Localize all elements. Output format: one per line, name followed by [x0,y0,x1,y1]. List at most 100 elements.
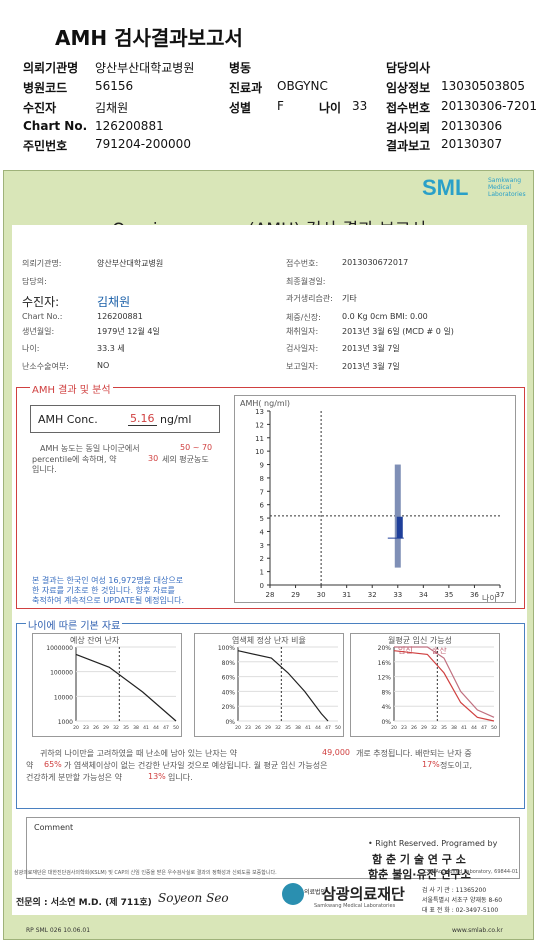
summary-value: 65% [44,760,62,769]
institute-2: 함춘 불임·유전 연구소 [368,868,471,881]
right-reserved: • Right Reserved. Programed by [368,839,498,848]
x-tick-label: 20 [235,725,241,731]
info-label: 수진자: [22,295,60,309]
x-tick-label: 29 [265,725,271,731]
mini-chart-frame [194,633,344,737]
y-tick-label: 3 [260,542,264,550]
x-tick-label: 23 [245,725,251,731]
x-tick-label: 32 [113,725,119,731]
summary-text: 약 [26,761,34,770]
iqr-box [396,516,403,539]
foundation-name: 삼광의료재단 [322,885,405,903]
x-tick-label: 29 [103,725,109,731]
cap-text: CAP Accredited Laboratory, 69844-01 [424,869,519,875]
summary-text: 정도이고, [440,761,472,770]
y-tick-label: 0% [381,719,391,726]
whisker-bar [394,464,401,568]
amh-section [16,387,525,609]
info-value: 126200881 [97,312,143,321]
y-tick-label: 4 [260,528,265,536]
amh-text: AMH 농도는 동일 나이군에서 [40,444,140,453]
y-tick-label: 100% [218,645,235,652]
x-tick-label: 41 [305,725,311,731]
amh-conc-box [30,405,220,433]
info-label: 검사일자: [286,344,319,353]
x-tick-label: 44 [315,725,321,731]
sml-logo: SML Samkwang Medical Laboratories [422,175,526,201]
amh-text: percentile에 속하며, 약 [32,455,117,464]
amh-conc-value: 5.16 [128,412,157,426]
x-tick-label: 23 [83,725,89,731]
y-tick-label: 60% [222,675,236,682]
pregnancy-line [394,646,495,718]
header-value: 56156 [95,79,134,93]
info-label: 나이: [22,344,40,353]
amh-unit: ng/ml [160,413,192,426]
cert-text: 삼광의료재단은 대한진단검사의학회(KSLM) 및 CAP의 신임 인증을 받은… [14,870,277,876]
comment-label: Comment [34,823,74,832]
x-tick-label: 38 [451,725,457,731]
lab-address: 검 사 기 관 : 11365200 [422,887,487,894]
mini-chart: 20% 16% 12% 8% 4% 0%20 23 26 29 32 35 38 41 44 47 50 [378,645,497,731]
header-label: 의뢰기관명 [23,61,79,75]
info-value: NO [97,361,110,370]
info-label: 최종월경일: [286,277,326,286]
header-value: F [277,99,284,113]
y-tick-label: 11 [255,435,264,443]
info-value: 2013년 3월 6일 (MCD # 0 일) [342,327,454,336]
header-value: 20130307 [441,137,503,151]
logo-text: SML [422,175,469,200]
info-label: 생년월일: [22,327,55,336]
x-tick-label: 26 [411,725,417,731]
amh-chart-xlabel: 나이 [482,594,497,603]
y-tick-label: 6 [260,502,265,510]
website: www.smlab.co.kr [452,927,503,934]
lab-address: 대 표 전 화 : 02-3497-5100 [422,907,499,914]
x-tick-label: 31 [342,591,351,599]
x-tick-label: 34 [419,591,428,599]
header-label: 병원코드 [23,81,68,95]
mini-chart-title: 염색체 정상 난자 비율 [232,636,306,645]
y-tick-label: 8% [381,689,391,696]
info-label: Chart No.: [22,312,63,321]
info-label: 과거생리습관: [286,294,333,303]
x-tick-label: 50 [335,725,341,731]
x-tick-label: 35 [123,725,129,731]
y-tick-label: 20% [222,704,236,711]
header-label: 병동 [229,61,252,75]
section-title-amh: AMH 결과 및 분석 [30,381,113,396]
y-tick-label: 0 [260,582,264,590]
y-tick-label: 1 [260,569,264,577]
header-value: 20130306 [441,119,503,133]
x-tick-label: 47 [325,725,331,731]
page-title: AMH 검사결과보고서 [55,26,243,50]
lab-address: 서울특별시 서초구 양재동 8-60 [422,897,503,904]
summary-value: 13% [148,772,166,781]
y-tick-label: 1000 [58,719,73,726]
summary-value: 49,000 [322,748,350,757]
report-body: 의뢰기관명: 양산부산대학교병원 담당의: 수진자: 김채원 Chart No.: 1262… [12,225,527,915]
header-label: 임상정보 [386,81,431,95]
header-value: OBGYNC [277,79,328,93]
y-tick-label: 1000000 [46,645,73,652]
amh-note: 축적하여 계속적으로 UPDATE될 예정입니다. [32,596,185,605]
info-value: 김채원 [97,295,131,309]
mini-chart-frame [350,633,500,737]
header-value: 20130306-72017 [441,99,537,113]
mini-chart-title: 예상 잔여 난자 [70,636,120,645]
info-label: 체중/신장: [286,313,321,322]
x-tick-label: 32 [368,591,377,599]
y-tick-label: 12% [378,675,392,682]
x-tick-label: 23 [401,725,407,731]
mini-chart: 100% 80% 60% 40% 20% 0%20 23 26 29 32 35 38 41 44 47 50 [218,645,341,731]
x-tick-label: 20 [73,725,79,731]
y-tick-label: 13 [255,408,264,416]
y-tick-label: 40% [222,689,236,696]
amh-note: 한 자료를 기초로 한 것입니다. 향후 자료를 [32,586,175,595]
amh-chart-frame [234,395,516,603]
x-tick-label: 29 [421,725,427,731]
header-label: Chart No. [23,119,88,133]
y-tick-label: 10000 [54,694,73,701]
header-value: 13030503805 [441,79,525,93]
